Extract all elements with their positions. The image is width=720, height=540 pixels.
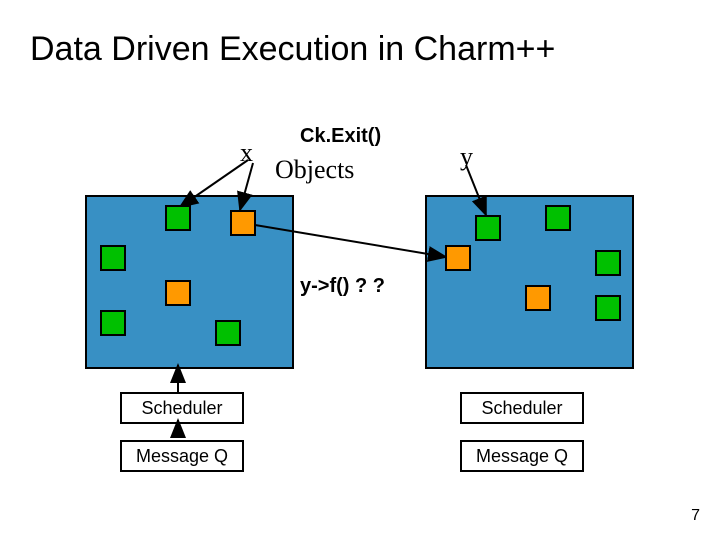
scheduler-box-right: Scheduler — [460, 392, 584, 424]
label-x: x — [240, 138, 253, 168]
object-square — [525, 285, 551, 311]
object-square — [475, 215, 501, 241]
slide-number: 7 — [691, 507, 700, 525]
scheduler-box-left: Scheduler — [120, 392, 244, 424]
object-square — [215, 320, 241, 346]
object-square — [545, 205, 571, 231]
object-square — [230, 210, 256, 236]
object-square — [595, 250, 621, 276]
object-square — [595, 295, 621, 321]
messageq-box-left: Message Q — [120, 440, 244, 472]
label-y: y — [460, 142, 473, 172]
messageq-box-right: Message Q — [460, 440, 584, 472]
page-title: Data Driven Execution in Charm++ — [30, 30, 555, 69]
object-square — [100, 310, 126, 336]
object-square — [165, 280, 191, 306]
label-call: y->f() ? ? — [300, 275, 385, 298]
label-objects: Objects — [275, 155, 354, 185]
panel-right — [425, 195, 634, 369]
object-square — [165, 205, 191, 231]
object-square — [100, 245, 126, 271]
object-square — [445, 245, 471, 271]
label-ckexit: Ck.Exit() — [300, 125, 381, 148]
